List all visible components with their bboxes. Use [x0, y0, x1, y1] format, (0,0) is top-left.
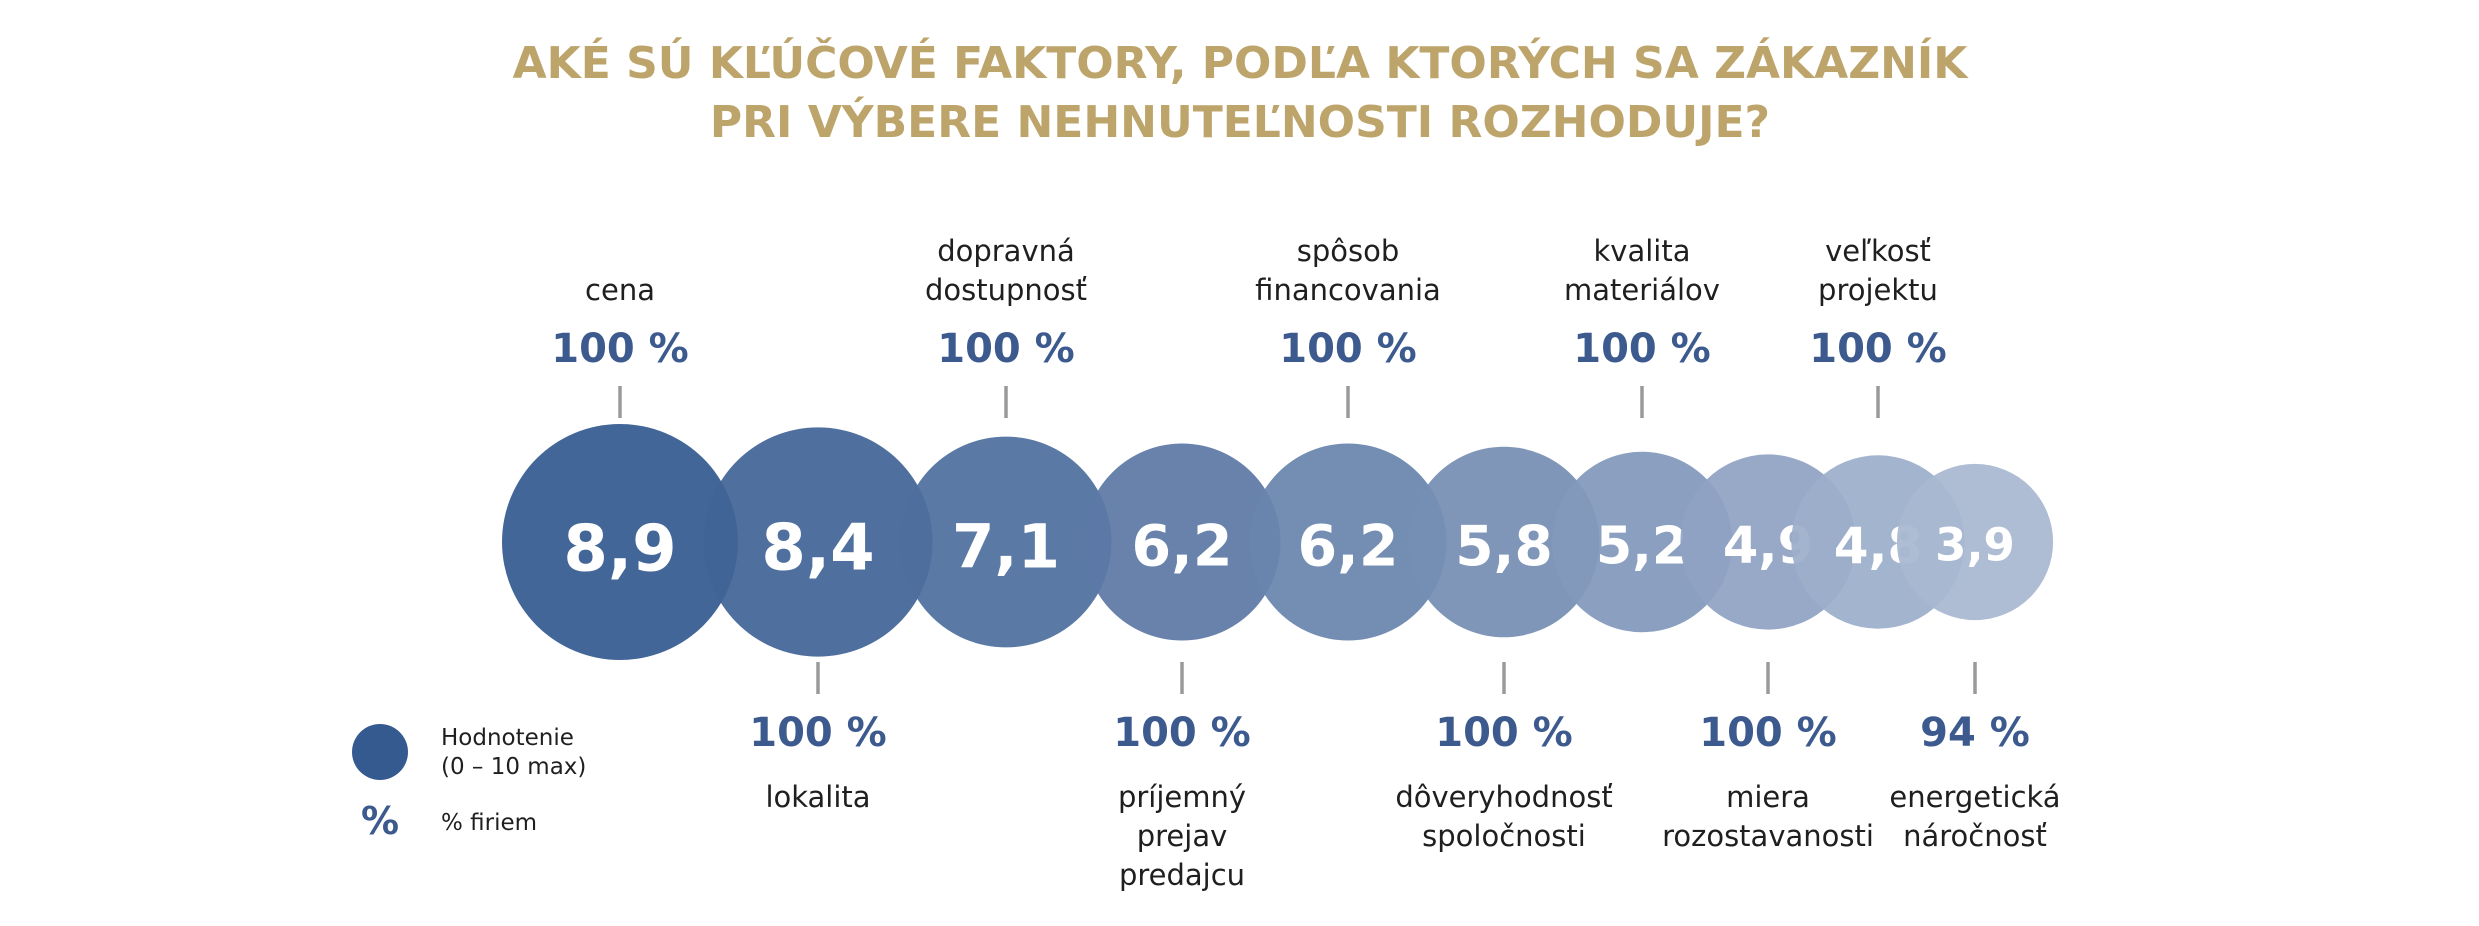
legend: Hodnotenie (0 – 10 max) % % firiem	[352, 724, 586, 843]
legend-bubble-icon	[352, 724, 408, 780]
bubble-cena	[502, 424, 738, 660]
factor-label-prijemny-prejav-predajcu-line-1: príjemný	[1118, 780, 1246, 814]
factor-label-kvalita-materialov-line-1: kvalita	[1594, 234, 1691, 268]
percent-label-lokalita: 100 %	[749, 710, 887, 756]
factor-label-doveryhodnost-spolocnosti-line-2: spoločnosti	[1422, 819, 1586, 853]
bubble-doveryhodnost-spolocnosti	[1408, 446, 1600, 638]
bubble-kvalita-materialov	[1551, 451, 1733, 633]
factor-label-energeticka-narocnost-line-2: náročnosť	[1903, 819, 2047, 853]
factor-label-dopravna-dostupnost-line-2: dostupnosť	[925, 273, 1087, 307]
legend-rating-label-line1: Hodnotenie	[441, 725, 574, 751]
ticks-layer	[618, 386, 1977, 694]
bubble-value-doveryhodnost-spolocnosti: 5,8	[1455, 514, 1552, 578]
percent-label-miera-rozostavanosti: 100 %	[1699, 710, 1837, 756]
percent-label-energeticka-narocnost: 94 %	[1920, 710, 2030, 756]
factor-label-miera-rozostavanosti-line-2: rozostavanosti	[1662, 819, 1874, 853]
bubble-value-kvalita-materialov: 5,2	[1596, 517, 1688, 577]
factor-label-sposob-financovania-line-2: financovania	[1255, 273, 1441, 307]
factor-label-kvalita-materialov-line-2: materiálov	[1564, 273, 1720, 307]
factor-label-dopravna-dostupnost-line-1: dopravná	[937, 234, 1075, 268]
percent-label-sposob-financovania: 100 %	[1279, 326, 1417, 372]
bubble-value-dopravna-dostupnost: 7,1	[952, 511, 1060, 582]
bubbles-layer: 8,9 8,4 7,1 6,2 6,2 5,8 5,2 4,9 4,8 3,9	[502, 424, 2054, 660]
percent-label-doveryhodnost-spolocnosti: 100 %	[1435, 710, 1573, 756]
legend-percent-label: % firiem	[441, 810, 537, 836]
bubble-value-energeticka-narocnost: 3,9	[1935, 519, 2015, 572]
percent-label-dopravna-dostupnost: 100 %	[937, 326, 1075, 372]
factor-label-lokalita-line-1: lokalita	[765, 780, 870, 814]
percent-label-cena: 100 %	[551, 326, 689, 372]
bubble-dopravna-dostupnost	[900, 436, 1112, 648]
factor-label-cena-line-1: cena	[585, 273, 655, 307]
factor-label-velkost-projektu-line-2: projektu	[1818, 273, 1938, 307]
legend-percent-icon: %	[361, 799, 399, 843]
percent-label-prijemny-prejav-predajcu: 100 %	[1113, 710, 1251, 756]
title-line-1: AKÉ SÚ KĽÚČOVÉ FAKTORY, PODĽA KTORÝCH SA…	[513, 36, 1970, 89]
percent-label-velkost-projektu: 100 %	[1809, 326, 1947, 372]
factor-label-miera-rozostavanosti-line-1: miera	[1726, 780, 1810, 814]
factor-label-doveryhodnost-spolocnosti-line-1: dôveryhodnosť	[1395, 780, 1612, 814]
bubble-prijemny-prejav-predajcu	[1083, 443, 1281, 641]
bubble-value-cena: 8,9	[563, 512, 676, 586]
bubble-value-lokalita: 8,4	[761, 512, 874, 586]
bubble-energeticka-narocnost	[1896, 463, 2054, 621]
chart-title: AKÉ SÚ KĽÚČOVÉ FAKTORY, PODĽA KTORÝCH SA…	[513, 36, 1970, 148]
title-line-2: PRI VÝBERE NEHNUTEĽNOSTI ROZHODUJE?	[710, 95, 1770, 148]
bubble-lokalita	[703, 427, 933, 657]
factor-label-energeticka-narocnost-line-1: energetická	[1889, 780, 2060, 814]
factor-label-velkost-projektu-line-1: veľkosť	[1825, 234, 1931, 268]
percent-label-kvalita-materialov: 100 %	[1573, 326, 1711, 372]
bubble-value-prijemny-prejav-predajcu: 6,2	[1132, 514, 1233, 580]
labels-layer: 100 % cena 100 % lokalita 100 % dopravná dostu…	[551, 234, 2060, 892]
bubble-value-sposob-financovania: 6,2	[1298, 514, 1399, 580]
factor-label-prijemny-prejav-predajcu-line-3: predajcu	[1119, 858, 1245, 892]
bubble-sposob-financovania	[1249, 443, 1447, 641]
factor-label-prijemny-prejav-predajcu-line-2: prejav	[1137, 819, 1228, 853]
legend-rating-label-line2: (0 – 10 max)	[441, 754, 586, 780]
factor-label-sposob-financovania-line-1: spôsob	[1297, 234, 1400, 268]
